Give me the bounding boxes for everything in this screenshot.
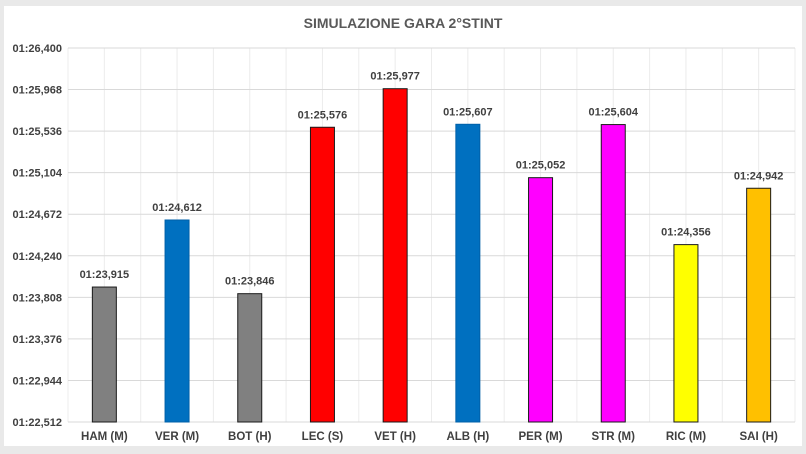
x-tick-label: VER (M) bbox=[155, 431, 199, 443]
y-tick-label: 01:25,536 bbox=[12, 126, 62, 138]
y-tick-label: 01:25,968 bbox=[12, 85, 62, 97]
y-tick-label: 01:23,808 bbox=[12, 292, 62, 304]
data-label: 01:24,356 bbox=[661, 227, 711, 239]
y-tick-label: 01:23,376 bbox=[12, 334, 62, 346]
bar bbox=[309, 126, 335, 423]
bar bbox=[673, 244, 699, 423]
y-tick-label: 01:22,944 bbox=[12, 375, 62, 387]
bar bbox=[91, 286, 117, 423]
x-tick-label: BOT (H) bbox=[228, 431, 272, 443]
x-tick-label: HAM (M) bbox=[81, 431, 128, 443]
data-label: 01:24,942 bbox=[734, 170, 784, 182]
y-tick-label: 01:24,240 bbox=[12, 251, 62, 263]
x-tick-label: ALB (H) bbox=[446, 431, 489, 443]
x-tick-label: STR (M) bbox=[592, 431, 636, 443]
data-label: 01:25,604 bbox=[588, 107, 638, 119]
x-tick-label: SAI (H) bbox=[739, 431, 778, 443]
bar bbox=[164, 219, 190, 423]
data-label: 01:24,612 bbox=[152, 202, 202, 214]
data-label: 01:23,915 bbox=[80, 269, 130, 281]
data-label: 01:25,052 bbox=[516, 160, 566, 172]
bar bbox=[746, 187, 772, 423]
chart-title: SIMULAZIONE GARA 2°STINT bbox=[303, 15, 503, 31]
x-tick-label: LEC (S) bbox=[302, 431, 344, 443]
data-label: 01:25,607 bbox=[443, 106, 493, 118]
data-label: 01:25,977 bbox=[370, 71, 420, 83]
bar bbox=[455, 123, 481, 423]
data-label: 01:23,846 bbox=[225, 276, 275, 288]
x-tick-label: VET (H) bbox=[374, 431, 416, 443]
data-label: 01:25,576 bbox=[298, 109, 348, 121]
bar bbox=[382, 88, 408, 423]
bar bbox=[237, 293, 263, 423]
bar bbox=[600, 124, 626, 423]
y-tick-label: 01:24,672 bbox=[12, 209, 62, 221]
y-tick-label: 01:22,512 bbox=[12, 417, 62, 429]
y-tick-label: 01:26,400 bbox=[12, 43, 62, 55]
x-tick-label: PER (M) bbox=[519, 431, 563, 443]
bar bbox=[528, 177, 554, 423]
y-tick-label: 01:25,104 bbox=[12, 168, 62, 180]
x-tick-label: RIC (M) bbox=[666, 431, 706, 443]
